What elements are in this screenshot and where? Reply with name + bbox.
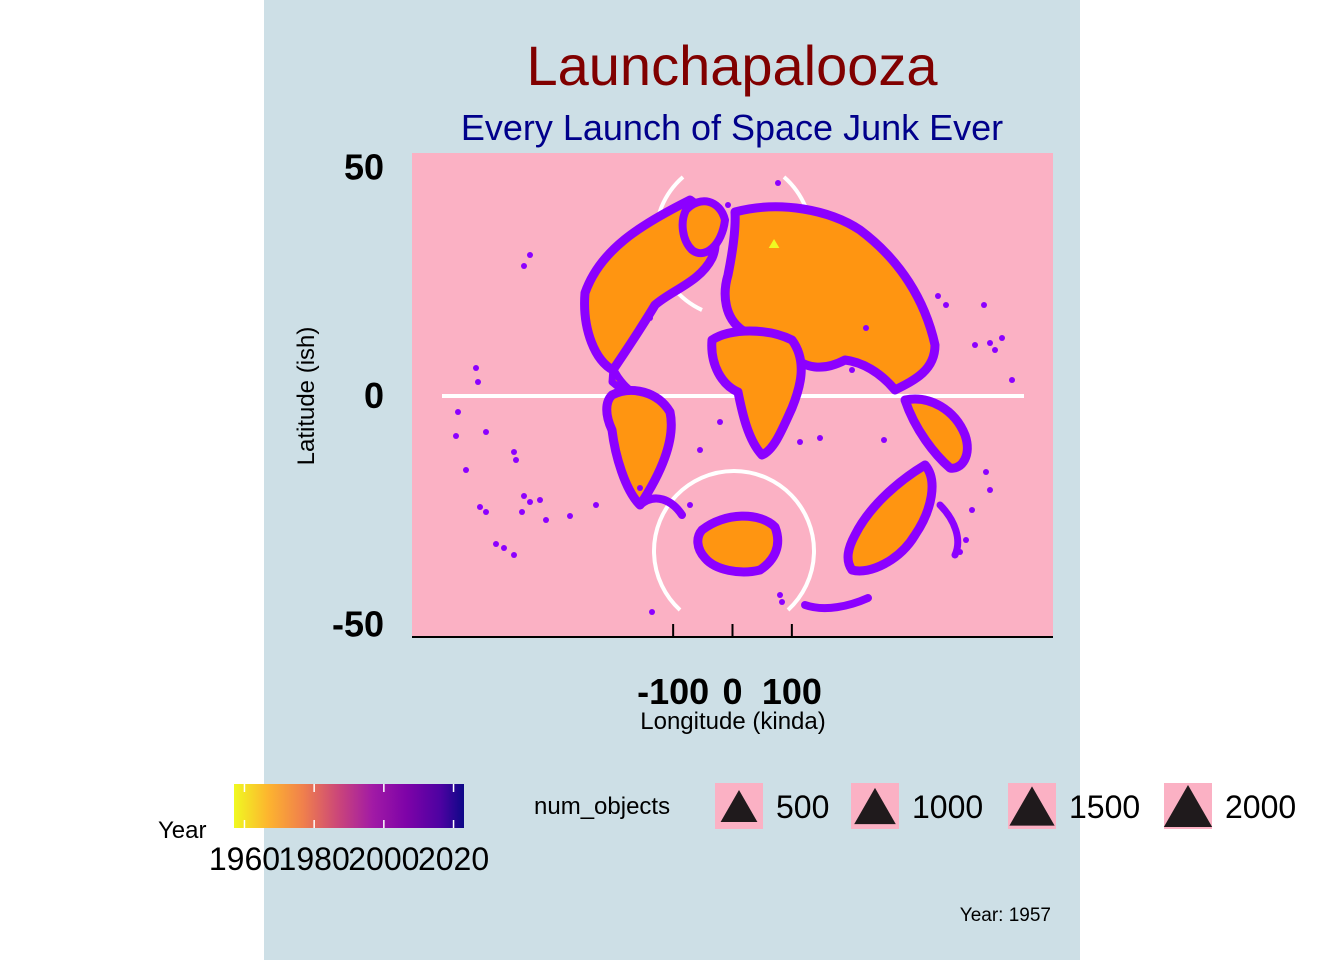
y-tick-label: 0 — [364, 375, 384, 416]
size-legend-keys: 500 1000 1500 2000 — [715, 783, 1296, 829]
color-legend-label: 1980 — [279, 841, 350, 877]
color-legend-label: 2020 — [418, 841, 489, 877]
size-legend-title: num_objects — [534, 793, 670, 820]
x-axis-label: Longitude (kinda) — [640, 708, 825, 735]
size-legend-label: 1500 — [1069, 789, 1140, 825]
color-legend-label: 2000 — [348, 841, 419, 877]
x-tick-label: 100 — [762, 671, 822, 712]
color-legend-bar — [234, 784, 464, 828]
continent-greenland — [683, 201, 725, 253]
y-tick-label: 50 — [344, 147, 384, 188]
x-tick-label: 0 — [722, 671, 742, 712]
y-axis-ticks: 50 0 -50 — [332, 147, 384, 645]
y-axis-label: Latitude (ish) — [293, 327, 320, 466]
size-legend-label: 1000 — [912, 789, 983, 825]
y-tick-label: -50 — [332, 603, 384, 644]
color-legend-title: Year — [158, 817, 207, 844]
size-legend-label: 2000 — [1225, 789, 1296, 825]
caption: Year: 1957 — [960, 905, 1051, 926]
color-legend-label: 1960 — [209, 841, 280, 877]
size-legend-label: 500 — [776, 789, 829, 825]
continent-antarctica — [698, 516, 778, 572]
chart-title: Launchapalooza — [526, 34, 938, 97]
x-tick-label: -100 — [637, 671, 709, 712]
chart-subtitle: Every Launch of Space Junk Ever — [461, 107, 1003, 148]
